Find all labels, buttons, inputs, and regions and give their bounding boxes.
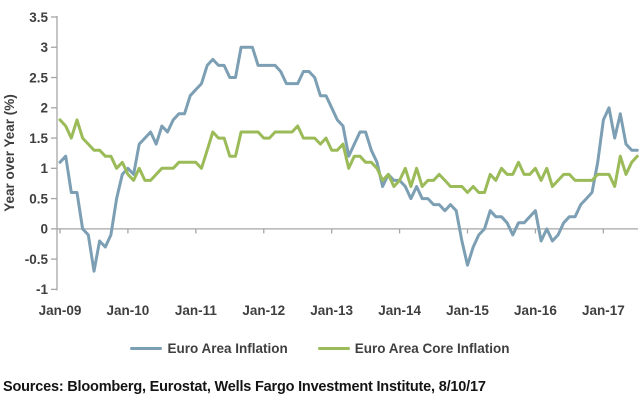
y-tick-label: -0.5 (25, 252, 49, 267)
series-line-inflation (58, 45, 639, 273)
legend-item-euro-area-inflation: Euro Area Inflation (130, 341, 288, 356)
chart-legend: Euro Area Inflation Euro Area Core Infla… (0, 341, 640, 356)
x-tick-label: Jan-15 (446, 303, 489, 318)
legend-label-inflation: Euro Area Inflation (167, 341, 288, 356)
line-chart: 3.5 3 2.5 2 1.5 1 0.5 0 -0.5 -1 Jan-09 Jan-10 Jan-11… (2, 10, 639, 318)
source-note: Sources: Bloomberg, Eurostat, Wells Farg… (3, 379, 486, 395)
axes-layer: 3.5 3 2.5 2 1.5 1 0.5 0 -0.5 -1 Jan-09 Jan-10 Jan-11… (25, 10, 638, 318)
x-tick-label: Jan-12 (242, 303, 285, 318)
series-layer (58, 45, 639, 273)
y-tick-label: -1 (36, 282, 48, 297)
y-tick-label: 2 (40, 101, 48, 116)
y-tick-label: 3.5 (29, 10, 48, 25)
x-tick-label: Jan-14 (378, 303, 421, 318)
legend-line-swatch-core-inflation (317, 346, 350, 351)
legend-line-swatch-inflation (130, 346, 163, 351)
y-tick-label: 3 (40, 40, 48, 55)
y-tick-label: 0 (40, 222, 48, 237)
legend-label-core-inflation: Euro Area Core Inflation (354, 341, 510, 356)
legend-item-euro-area-core-inflation: Euro Area Core Inflation (317, 341, 510, 356)
x-tick-label: Jan-13 (310, 303, 353, 318)
x-tick-label: Jan-11 (175, 303, 218, 318)
y-tick-label: 1 (40, 161, 48, 176)
y-axis-title: Year over Year (%) (2, 94, 17, 212)
x-tick-label: Jan-09 (39, 303, 82, 318)
series-line-core-inflation (58, 118, 639, 194)
x-tick-label: Jan-10 (107, 303, 150, 318)
y-tick-label: 0.5 (29, 191, 48, 206)
y-tick-label: 1.5 (29, 131, 48, 146)
x-tick-label: Jan-16 (514, 303, 557, 318)
x-tick-label: Jan-17 (582, 303, 625, 318)
y-tick-label: 2.5 (29, 70, 48, 85)
